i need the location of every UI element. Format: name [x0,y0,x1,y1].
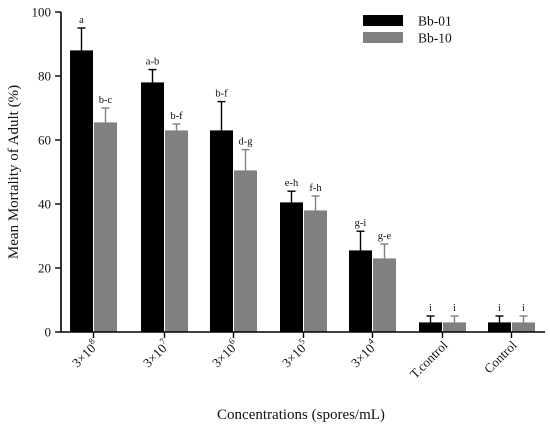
sig-letter-bb-01-4: g-i [355,218,367,229]
bar-bb-01-1 [141,82,164,333]
legend-label-bb-10: Bb-10 [418,31,452,46]
bar-bb-01-3 [280,202,303,332]
y-tick-label-20: 20 [38,261,51,276]
bar-bb-10-3 [304,210,327,332]
legend-label-bb-01: Bb-01 [418,14,452,29]
x-tick-label-4: 3×104 [346,336,381,371]
bar-bb-10-6 [512,322,535,332]
sig-letter-bb-01-1: a-b [146,57,159,68]
x-tick-label-6: Control [481,337,520,376]
sig-letter-bb-10-4: g-e [378,231,392,242]
x-tick-label-2: 3×106 [207,336,242,371]
sig-letter-bb-10-3: f-h [309,183,322,194]
significance-letters-layer: a a-b b-f e-h g-i i i b-c b-f d-g f-h g-e i i [79,15,525,314]
bar-bb-01-5 [419,322,442,332]
x-tick-label-3: 3×105 [277,336,312,371]
bar-bb-10-5 [443,322,466,332]
sig-letter-bb-10-1: b-f [170,111,183,122]
x-tick-label-0: 3×108 [67,336,102,371]
y-ticks-layer: 0 20 40 60 80 100 [32,5,61,340]
sig-letter-bb-10-2: d-g [239,137,254,148]
y-tick-label-60: 60 [38,133,51,148]
bar-bb-01-4 [349,250,372,332]
x-axis-title: Concentrations (spores/mL) [217,407,385,423]
sig-letter-bb-01-6: i [498,303,501,314]
bar-bb-01-2 [210,130,233,332]
bar-bb-10-2 [234,170,257,332]
x-tick-label-1: 3×107 [138,336,173,371]
sig-letter-bb-10-6: i [522,303,525,314]
error-bars-layer [77,27,528,323]
bar-bb-10-4 [373,258,396,332]
legend-swatch-bb-10 [363,32,403,43]
y-tick-label-0: 0 [45,325,52,340]
y-axis-title: Mean Mortality of Adult (%) [6,85,22,259]
bar-bb-10-1 [165,130,188,332]
legend-swatch-bb-01 [363,15,403,26]
sig-letter-bb-01-2: b-f [215,89,228,100]
y-tick-label-100: 100 [32,5,52,20]
sig-letter-bb-01-5: i [429,303,432,314]
x-tick-labels-layer: 3×108 3×107 3×106 3×105 3×104 T.control Contro… [67,332,520,381]
sig-letter-bb-10-0: b-c [99,95,113,106]
legend: Bb-01 Bb-10 [363,14,452,46]
sig-letter-bb-01-0: a [79,15,84,26]
bar-bb-01-0 [70,50,93,333]
bars-layer [70,50,535,333]
sig-letter-bb-10-5: i [453,303,456,314]
sig-letter-bb-01-3: e-h [285,178,299,189]
bar-bb-01-6 [488,322,511,332]
y-tick-label-80: 80 [38,69,51,84]
y-tick-label-40: 40 [38,197,51,212]
x-tick-label-5: T.control [407,337,451,381]
bar-bb-10-0 [94,122,117,333]
